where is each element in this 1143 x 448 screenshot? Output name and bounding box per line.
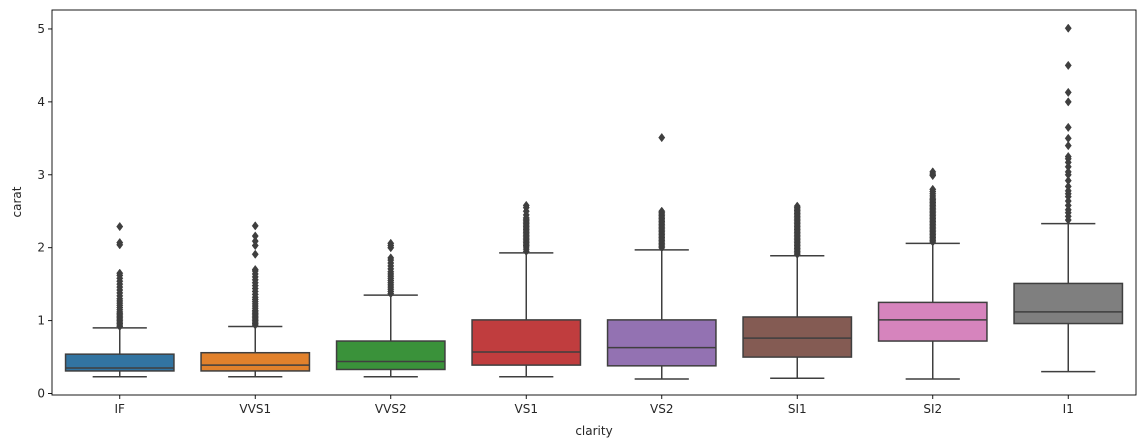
iqr-box xyxy=(471,319,582,366)
y-tick-label: 2 xyxy=(37,241,45,255)
box-group-si2 xyxy=(877,167,988,380)
plot-frame xyxy=(51,9,1137,396)
x-tick-label: I1 xyxy=(1063,402,1074,416)
outlier-point xyxy=(116,268,124,278)
outlier-point xyxy=(1064,23,1072,33)
y-tick-label: 0 xyxy=(37,387,45,401)
boxes-layer xyxy=(64,23,1124,380)
x-tick-label: IF xyxy=(115,402,126,416)
outlier-point xyxy=(251,231,259,241)
y-tick-label: 5 xyxy=(37,22,45,36)
x-axis-label: clarity xyxy=(575,424,612,438)
x-axis: IF VVS1 VVS2 VS1 VS2 SI1 SI2 I1 xyxy=(115,395,1074,416)
x-tick-label: VS2 xyxy=(650,402,673,416)
box-group-if xyxy=(64,221,175,378)
y-tick-label: 1 xyxy=(37,314,45,328)
outlier-point xyxy=(387,253,395,263)
y-tick-label: 3 xyxy=(37,168,45,182)
iqr-box xyxy=(877,301,988,342)
outlier-point xyxy=(1064,122,1072,133)
x-tick-label: VVS1 xyxy=(239,402,271,416)
outlier-point xyxy=(1064,60,1072,71)
box-group-i1 xyxy=(1013,23,1124,373)
outlier-point xyxy=(1064,141,1072,151)
iqr-box xyxy=(200,351,311,372)
outlier-point xyxy=(251,249,259,259)
box-group-vvs1 xyxy=(200,221,311,378)
outlier-point xyxy=(251,221,259,231)
outlier-point xyxy=(1064,133,1072,143)
outlier-point xyxy=(1064,97,1072,107)
box-group-si1 xyxy=(742,201,853,379)
outlier-point xyxy=(1064,151,1072,162)
iqr-box xyxy=(335,340,446,371)
outlier-point xyxy=(1064,87,1072,98)
outlier-point xyxy=(658,132,666,143)
iqr-box xyxy=(1013,282,1124,325)
outlier-point xyxy=(116,237,124,248)
outlier-point xyxy=(1064,167,1072,177)
outlier-point xyxy=(1064,176,1072,186)
iqr-box xyxy=(64,353,175,372)
iqr-box xyxy=(606,319,717,367)
outlier-point xyxy=(116,221,124,232)
outlier-point xyxy=(658,206,666,216)
outlier-point xyxy=(251,264,259,275)
box-group-vvs2 xyxy=(335,238,446,378)
x-tick-label: VS1 xyxy=(515,402,538,416)
outlier-point xyxy=(929,167,937,177)
outlier-point xyxy=(793,201,801,211)
outlier-point xyxy=(387,238,395,248)
outlier-point xyxy=(929,184,937,194)
x-tick-label: SI2 xyxy=(923,402,942,416)
outlier-point xyxy=(522,200,530,211)
y-axis-label: carat xyxy=(10,186,24,217)
x-tick-label: VVS2 xyxy=(375,402,407,416)
box-group-vs2 xyxy=(606,132,717,380)
outlier-point xyxy=(1064,181,1072,192)
outlier-point xyxy=(251,236,259,246)
iqr-box xyxy=(742,316,853,358)
y-tick-label: 4 xyxy=(37,95,45,109)
box-group-vs1 xyxy=(471,200,582,378)
x-tick-label: SI1 xyxy=(788,402,807,416)
y-axis: 0 1 2 3 4 5 xyxy=(37,22,52,401)
